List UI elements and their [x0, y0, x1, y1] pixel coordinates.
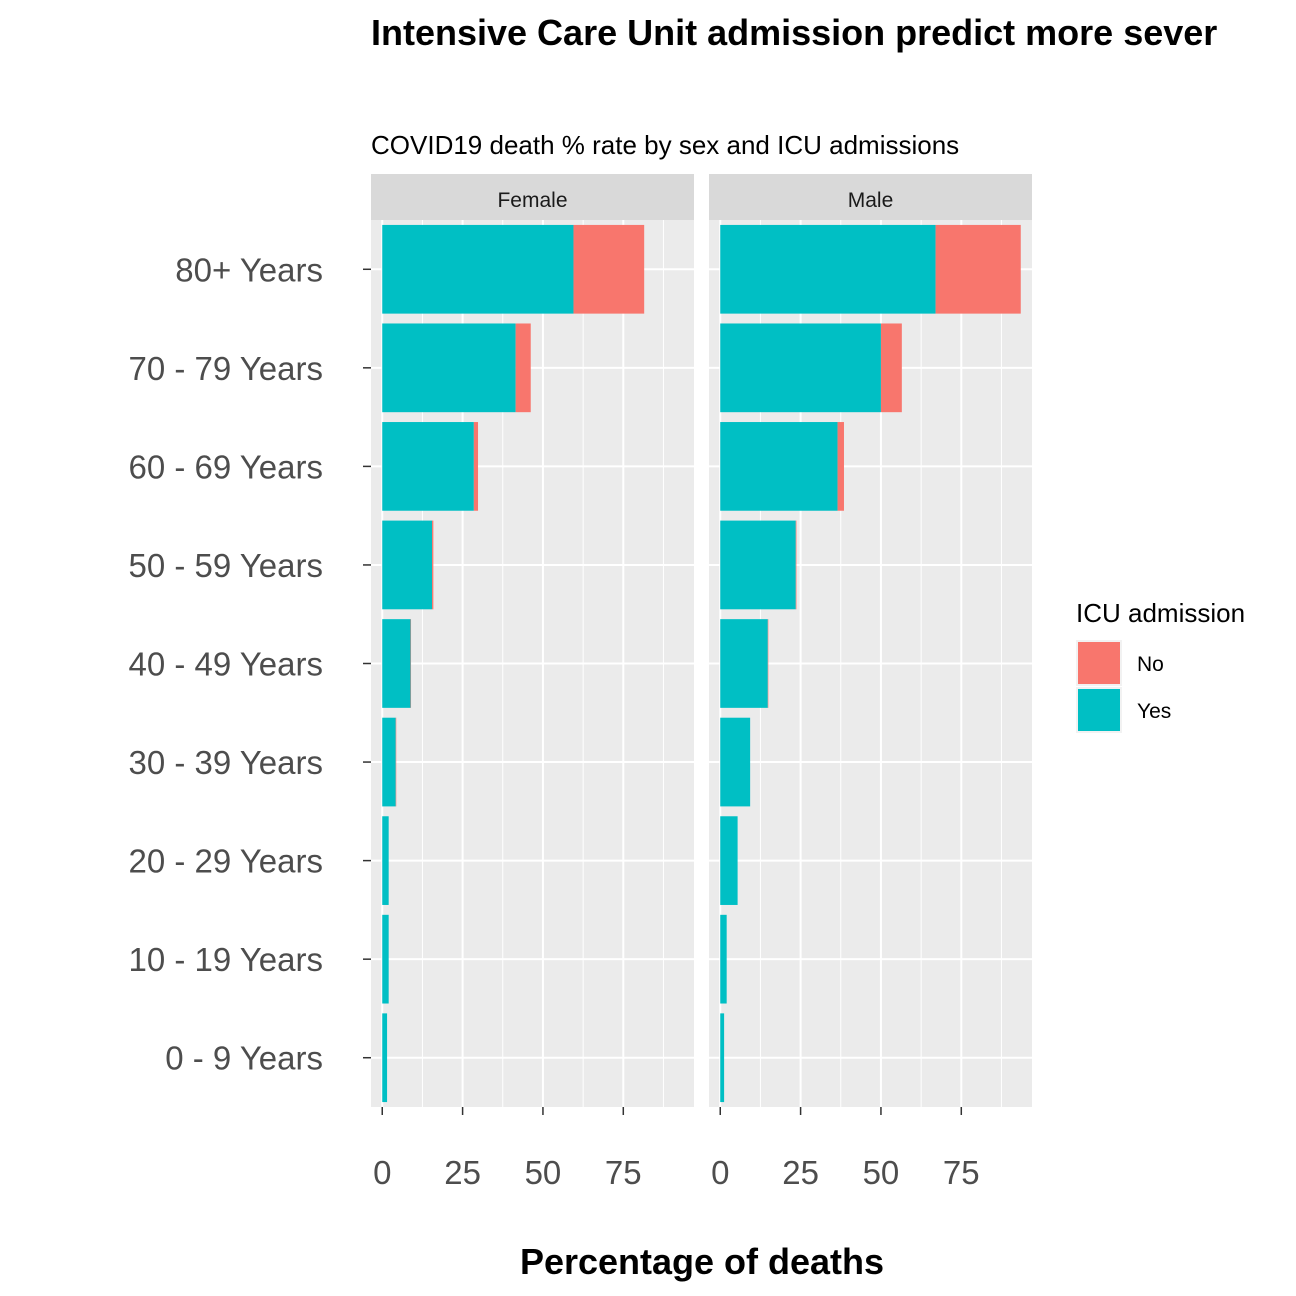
y-tick-label: 30 - 39 Years — [129, 744, 324, 781]
bar-female-50-59-years-no — [432, 520, 434, 610]
bar-male-70-79-years-no — [880, 323, 902, 413]
bar-female-20-29-years-yes — [382, 816, 389, 905]
bar-male-10-19-years-yes — [720, 914, 727, 1004]
bar-female-70-79-years-yes — [382, 323, 516, 413]
x-tick-label: 50 — [525, 1154, 562, 1191]
strip-male — [709, 174, 1032, 220]
legend-label-yes: Yes — [1137, 700, 1171, 723]
bar-female-40-49-years-no — [410, 619, 412, 708]
strip-label-male: Male — [848, 189, 894, 212]
bar-female-50-59-years-yes — [382, 520, 433, 610]
bar-male-40-49-years-no — [767, 619, 769, 708]
bar-male-50-59-years-yes — [720, 520, 796, 610]
bar-female-10-19-years-yes — [382, 914, 389, 1004]
bar-male-20-29-years-yes — [720, 816, 738, 905]
bar-male-60-69-years-yes — [720, 422, 838, 511]
bar-male-80-years-no — [935, 224, 1021, 314]
legend-key-yes — [1078, 689, 1120, 731]
chart-subtitle: COVID19 death % rate by sex and ICU admi… — [371, 130, 959, 160]
bar-female-40-49-years-yes — [382, 619, 411, 708]
bar-female-80-years-yes — [382, 224, 574, 314]
y-axis: 80+ Years 70 - 79 Years 60 - 69 Years 50 - … — [129, 251, 371, 1077]
panel-female: Female 0 25 50 75 — [371, 174, 694, 1191]
y-tick-label: 80+ Years — [175, 251, 323, 288]
x-tick-label: 50 — [863, 1154, 900, 1191]
strip-female — [371, 174, 694, 220]
facet-panels: Female 0 25 50 75 Male 0 25 50 75 — [371, 174, 1032, 1191]
bar-male-70-79-years-yes — [720, 323, 881, 413]
x-tick-label: 0 — [711, 1154, 729, 1191]
x-tick-label: 25 — [444, 1154, 481, 1191]
chart-title: Intensive Care Unit admission predict mo… — [371, 12, 1217, 53]
y-tick-label: 20 - 29 Years — [129, 843, 324, 880]
legend-label-no: No — [1137, 653, 1164, 676]
y-tick-label: 40 - 49 Years — [129, 646, 324, 683]
bar-female-60-69-years-yes — [382, 422, 474, 511]
x-tick-label: 0 — [373, 1154, 391, 1191]
bar-female-70-79-years-no — [515, 323, 531, 413]
bar-male-30-39-years-yes — [720, 717, 751, 807]
legend-key-no — [1078, 642, 1120, 684]
y-tick-label: 60 - 69 Years — [129, 448, 324, 485]
bar-male-0-9-years-yes — [720, 1013, 725, 1103]
bar-male-40-49-years-yes — [720, 619, 768, 708]
bar-male-80-years-yes — [720, 224, 936, 314]
legend-title: ICU admission — [1076, 598, 1245, 628]
panel-male: Male 0 25 50 75 — [709, 174, 1032, 1191]
x-tick-label: 25 — [782, 1154, 819, 1191]
strip-label-female: Female — [497, 189, 567, 212]
y-tick-label: 0 - 9 Years — [165, 1040, 323, 1077]
bar-male-50-59-years-no — [795, 520, 797, 610]
y-tick-label: 10 - 19 Years — [129, 941, 324, 978]
x-tick-label: 75 — [943, 1154, 980, 1191]
x-axis-title: Percentage of deaths — [520, 1241, 884, 1282]
bar-female-60-69-years-no — [473, 422, 479, 511]
bar-female-0-9-years-yes — [382, 1013, 388, 1103]
bar-male-60-69-years-no — [837, 422, 844, 511]
y-tick-label: 70 - 79 Years — [129, 350, 324, 387]
bar-female-30-39-years-yes — [382, 717, 396, 807]
bar-female-30-39-years-no — [395, 717, 397, 807]
y-tick-label: 50 - 59 Years — [129, 547, 324, 584]
x-tick-label: 75 — [605, 1154, 642, 1191]
bar-female-80-years-no — [573, 224, 645, 314]
legend: ICU admission No Yes — [1076, 598, 1245, 733]
